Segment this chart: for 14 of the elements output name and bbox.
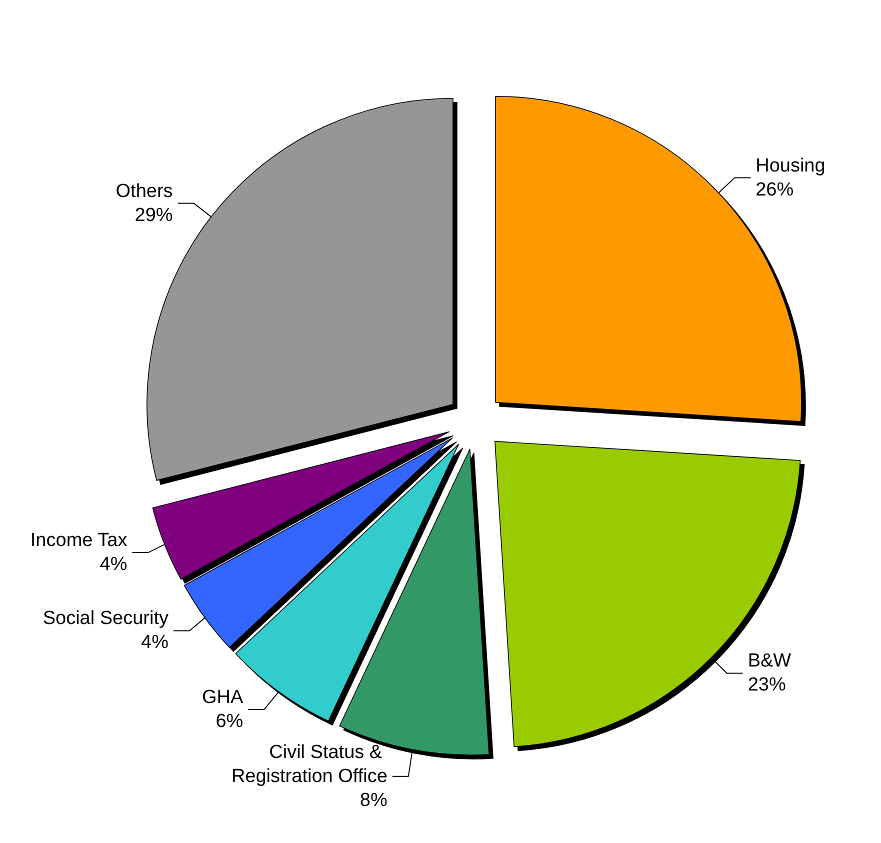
data-label: 6% xyxy=(216,711,244,732)
slice-label: Civil Status & Registration Office xyxy=(231,742,388,787)
slice-label: GHA xyxy=(202,687,244,708)
data-label: 29% xyxy=(134,204,173,226)
legend-label: B&W xyxy=(748,650,792,672)
slice-label: Social Security xyxy=(42,608,169,630)
data-label: 8% xyxy=(360,790,388,811)
slice-label: Others xyxy=(116,180,173,202)
data-label: 4% xyxy=(100,554,128,576)
data-label: 4% xyxy=(141,632,169,654)
data-label: 23% xyxy=(748,674,786,696)
data-label: 26% xyxy=(756,179,794,200)
slice-label: Housing xyxy=(756,155,826,176)
slice-label: Income Tax xyxy=(30,530,128,552)
